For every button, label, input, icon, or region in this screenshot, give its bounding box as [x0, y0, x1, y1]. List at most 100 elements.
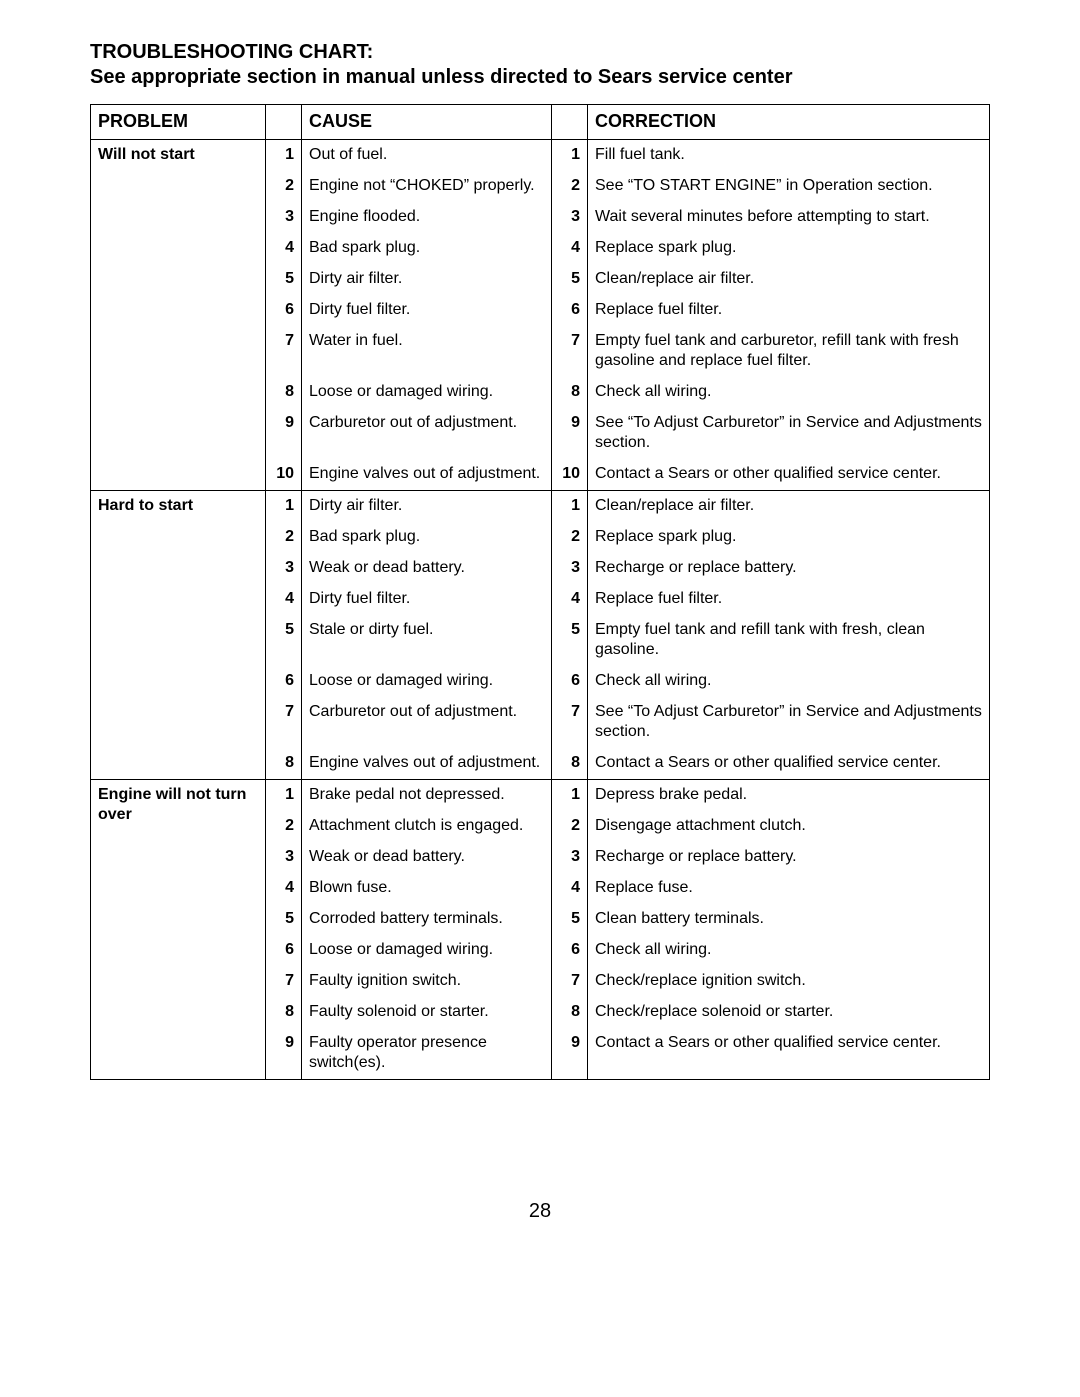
- correction-cell: See “To Adjust Carburetor” in Service an…: [588, 408, 990, 459]
- correction-cell: Replace fuse.: [588, 873, 990, 904]
- cause-cell: Brake pedal not depressed.: [302, 779, 552, 811]
- cause-number: 8: [266, 997, 302, 1028]
- cause-number: 2: [266, 171, 302, 202]
- cause-number: 5: [266, 264, 302, 295]
- header-cause: CAUSE: [302, 105, 552, 140]
- correction-cell: Check all wiring.: [588, 935, 990, 966]
- correction-cell: Empty fuel tank and refill tank with fre…: [588, 615, 990, 666]
- correction-cell: Check/replace ignition switch.: [588, 966, 990, 997]
- cause-number: 9: [266, 408, 302, 459]
- header-num2: [552, 105, 588, 140]
- correction-number: 4: [552, 873, 588, 904]
- cause-cell: Faulty operator presence switch(es).: [302, 1028, 552, 1080]
- correction-number: 4: [552, 584, 588, 615]
- header-problem: PROBLEM: [91, 105, 266, 140]
- correction-cell: Contact a Sears or other qualified servi…: [588, 459, 990, 491]
- cause-number: 3: [266, 553, 302, 584]
- correction-number: 7: [552, 697, 588, 748]
- cause-cell: Dirty fuel filter.: [302, 584, 552, 615]
- cause-cell: Dirty air filter.: [302, 490, 552, 522]
- correction-cell: Clean/replace air filter.: [588, 264, 990, 295]
- problem-cell: Will not start: [91, 139, 266, 490]
- correction-number: 6: [552, 666, 588, 697]
- cause-cell: Loose or damaged wiring.: [302, 666, 552, 697]
- cause-cell: Attachment clutch is engaged.: [302, 811, 552, 842]
- troubleshooting-table: PROBLEM CAUSE CORRECTION Will not start1…: [90, 104, 990, 1080]
- cause-cell: Blown fuse.: [302, 873, 552, 904]
- correction-cell: Replace spark plug.: [588, 522, 990, 553]
- cause-cell: Dirty air filter.: [302, 264, 552, 295]
- correction-number: 2: [552, 522, 588, 553]
- cause-number: 6: [266, 666, 302, 697]
- correction-number: 9: [552, 408, 588, 459]
- header-num1: [266, 105, 302, 140]
- correction-number: 1: [552, 779, 588, 811]
- cause-number: 6: [266, 295, 302, 326]
- correction-number: 5: [552, 615, 588, 666]
- correction-number: 2: [552, 811, 588, 842]
- correction-cell: See “To Adjust Carburetor” in Service an…: [588, 697, 990, 748]
- correction-number: 8: [552, 748, 588, 780]
- table-row: Engine will not turn over1Brake pedal no…: [91, 779, 990, 811]
- cause-cell: Bad spark plug.: [302, 233, 552, 264]
- correction-cell: Clean battery terminals.: [588, 904, 990, 935]
- problem-cell: Hard to start: [91, 490, 266, 779]
- cause-number: 9: [266, 1028, 302, 1080]
- cause-number: 1: [266, 490, 302, 522]
- cause-number: 8: [266, 748, 302, 780]
- cause-cell: Engine not “CHOKED” properly.: [302, 171, 552, 202]
- cause-number: 4: [266, 233, 302, 264]
- problem-cell: Engine will not turn over: [91, 779, 266, 1079]
- correction-number: 9: [552, 1028, 588, 1080]
- cause-cell: Faulty ignition switch.: [302, 966, 552, 997]
- cause-cell: Water in fuel.: [302, 326, 552, 377]
- cause-number: 4: [266, 873, 302, 904]
- cause-number: 7: [266, 697, 302, 748]
- table-row: Hard to start1Dirty air filter.1Clean/re…: [91, 490, 990, 522]
- cause-cell: Loose or damaged wiring.: [302, 377, 552, 408]
- chart-subtitle: See appropriate section in manual unless…: [90, 65, 990, 90]
- cause-cell: Loose or damaged wiring.: [302, 935, 552, 966]
- cause-cell: Weak or dead battery.: [302, 842, 552, 873]
- chart-title: TROUBLESHOOTING CHART:: [90, 40, 990, 65]
- cause-number: 2: [266, 522, 302, 553]
- cause-cell: Bad spark plug.: [302, 522, 552, 553]
- correction-cell: Check all wiring.: [588, 377, 990, 408]
- cause-cell: Engine flooded.: [302, 202, 552, 233]
- correction-number: 1: [552, 490, 588, 522]
- correction-number: 3: [552, 202, 588, 233]
- cause-number: 3: [266, 202, 302, 233]
- correction-cell: Replace fuel filter.: [588, 295, 990, 326]
- cause-number: 5: [266, 615, 302, 666]
- cause-cell: Out of fuel.: [302, 139, 552, 171]
- correction-cell: Check all wiring.: [588, 666, 990, 697]
- correction-cell: Recharge or replace battery.: [588, 553, 990, 584]
- cause-number: 8: [266, 377, 302, 408]
- correction-number: 7: [552, 326, 588, 377]
- cause-number: 7: [266, 326, 302, 377]
- correction-number: 4: [552, 233, 588, 264]
- correction-cell: Depress brake pedal.: [588, 779, 990, 811]
- correction-cell: Replace spark plug.: [588, 233, 990, 264]
- correction-number: 3: [552, 553, 588, 584]
- cause-cell: Carburetor out of adjustment.: [302, 697, 552, 748]
- correction-cell: Wait several minutes before attempting t…: [588, 202, 990, 233]
- cause-cell: Dirty fuel filter.: [302, 295, 552, 326]
- correction-number: 10: [552, 459, 588, 491]
- header-correction: CORRECTION: [588, 105, 990, 140]
- cause-number: 5: [266, 904, 302, 935]
- page-container: TROUBLESHOOTING CHART: See appropriate s…: [0, 0, 1080, 1243]
- table-row: Will not start1Out of fuel.1Fill fuel ta…: [91, 139, 990, 171]
- cause-cell: Engine valves out of adjustment.: [302, 748, 552, 780]
- correction-number: 1: [552, 139, 588, 171]
- cause-number: 1: [266, 139, 302, 171]
- cause-number: 7: [266, 966, 302, 997]
- correction-cell: Contact a Sears or other qualified servi…: [588, 1028, 990, 1080]
- correction-cell: Contact a Sears or other qualified servi…: [588, 748, 990, 780]
- cause-number: 2: [266, 811, 302, 842]
- correction-cell: Recharge or replace battery.: [588, 842, 990, 873]
- correction-cell: Disengage attachment clutch.: [588, 811, 990, 842]
- correction-number: 8: [552, 997, 588, 1028]
- cause-cell: Weak or dead battery.: [302, 553, 552, 584]
- cause-number: 3: [266, 842, 302, 873]
